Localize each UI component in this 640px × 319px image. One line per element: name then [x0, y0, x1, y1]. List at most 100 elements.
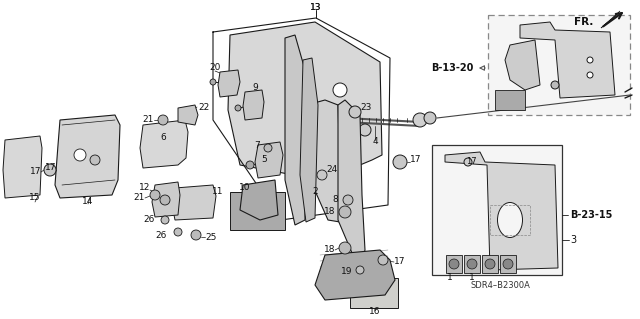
Bar — [495, 90, 525, 110]
Text: 1: 1 — [469, 273, 475, 283]
Text: FR.: FR. — [573, 17, 593, 27]
Text: 26: 26 — [143, 216, 155, 225]
Circle shape — [160, 195, 170, 205]
Polygon shape — [240, 180, 278, 220]
Text: 10: 10 — [239, 183, 251, 192]
Text: 11: 11 — [212, 188, 223, 197]
Text: 17: 17 — [410, 155, 422, 165]
Polygon shape — [300, 58, 318, 222]
Text: 6: 6 — [160, 133, 166, 143]
Polygon shape — [338, 100, 365, 260]
Circle shape — [246, 161, 254, 169]
Polygon shape — [255, 142, 283, 178]
Circle shape — [424, 112, 436, 124]
Circle shape — [210, 79, 216, 85]
Text: 4: 4 — [372, 137, 378, 146]
Bar — [500, 255, 516, 273]
Circle shape — [264, 144, 272, 152]
Polygon shape — [307, 100, 360, 225]
Text: 25: 25 — [205, 233, 216, 241]
Circle shape — [150, 190, 160, 200]
Text: 13: 13 — [310, 3, 322, 11]
Text: B-23-15: B-23-15 — [570, 210, 612, 220]
Text: 20: 20 — [209, 63, 221, 72]
Text: 16: 16 — [369, 308, 381, 316]
Bar — [464, 255, 480, 273]
Circle shape — [359, 124, 371, 136]
Text: 17: 17 — [466, 158, 477, 167]
Text: 12: 12 — [139, 183, 150, 192]
Circle shape — [393, 155, 407, 169]
Polygon shape — [55, 115, 120, 198]
Text: 21: 21 — [143, 115, 154, 124]
Text: 17: 17 — [45, 164, 56, 173]
Circle shape — [378, 255, 388, 265]
Bar — [488, 15, 630, 115]
Circle shape — [161, 216, 169, 224]
Circle shape — [191, 230, 201, 240]
Text: 18: 18 — [323, 207, 335, 217]
Bar — [490, 205, 530, 235]
Bar — [432, 145, 562, 275]
Text: 19: 19 — [340, 268, 352, 277]
Text: 2: 2 — [312, 188, 318, 197]
Circle shape — [339, 206, 351, 218]
Text: 1: 1 — [447, 273, 453, 283]
Polygon shape — [520, 22, 615, 98]
Bar — [446, 255, 462, 273]
Text: 3: 3 — [570, 235, 576, 245]
Circle shape — [413, 113, 427, 127]
Text: 15: 15 — [29, 194, 41, 203]
Circle shape — [287, 67, 303, 83]
Circle shape — [333, 83, 347, 97]
Circle shape — [485, 259, 495, 269]
Circle shape — [356, 266, 364, 274]
Ellipse shape — [497, 203, 522, 238]
Polygon shape — [178, 105, 198, 125]
Text: 13: 13 — [310, 4, 322, 12]
Polygon shape — [505, 40, 540, 90]
Circle shape — [174, 228, 182, 236]
Polygon shape — [140, 120, 188, 168]
Text: 22: 22 — [198, 102, 209, 112]
Text: 21: 21 — [134, 194, 145, 203]
Polygon shape — [228, 22, 382, 178]
Circle shape — [449, 259, 459, 269]
Text: B-13-20: B-13-20 — [431, 63, 474, 73]
Circle shape — [158, 115, 168, 125]
Text: 26: 26 — [156, 231, 167, 240]
Text: 8: 8 — [332, 196, 338, 204]
Circle shape — [464, 158, 472, 166]
Polygon shape — [152, 182, 180, 217]
Text: 17: 17 — [394, 257, 406, 266]
Polygon shape — [3, 136, 42, 198]
Text: 17: 17 — [29, 167, 41, 176]
Circle shape — [235, 105, 241, 111]
Circle shape — [503, 259, 513, 269]
Circle shape — [349, 106, 361, 118]
Text: 14: 14 — [83, 197, 93, 206]
Circle shape — [587, 57, 593, 63]
Circle shape — [587, 72, 593, 78]
Bar — [482, 255, 498, 273]
Text: 5: 5 — [261, 154, 267, 164]
Text: 23: 23 — [360, 102, 371, 112]
Polygon shape — [315, 250, 395, 300]
Circle shape — [339, 242, 351, 254]
Circle shape — [90, 155, 100, 165]
Text: 9: 9 — [252, 84, 258, 93]
Circle shape — [551, 81, 559, 89]
Text: 18: 18 — [323, 246, 335, 255]
Polygon shape — [243, 90, 264, 120]
Polygon shape — [445, 152, 558, 270]
Text: 24: 24 — [326, 166, 337, 174]
Circle shape — [74, 149, 86, 161]
Polygon shape — [172, 185, 216, 220]
Polygon shape — [218, 70, 240, 97]
Text: SDR4–B2300A: SDR4–B2300A — [470, 280, 530, 290]
Bar — [230, 192, 285, 230]
Text: 7: 7 — [254, 140, 260, 150]
Bar — [350, 278, 398, 308]
Polygon shape — [285, 35, 305, 225]
Polygon shape — [601, 11, 620, 28]
